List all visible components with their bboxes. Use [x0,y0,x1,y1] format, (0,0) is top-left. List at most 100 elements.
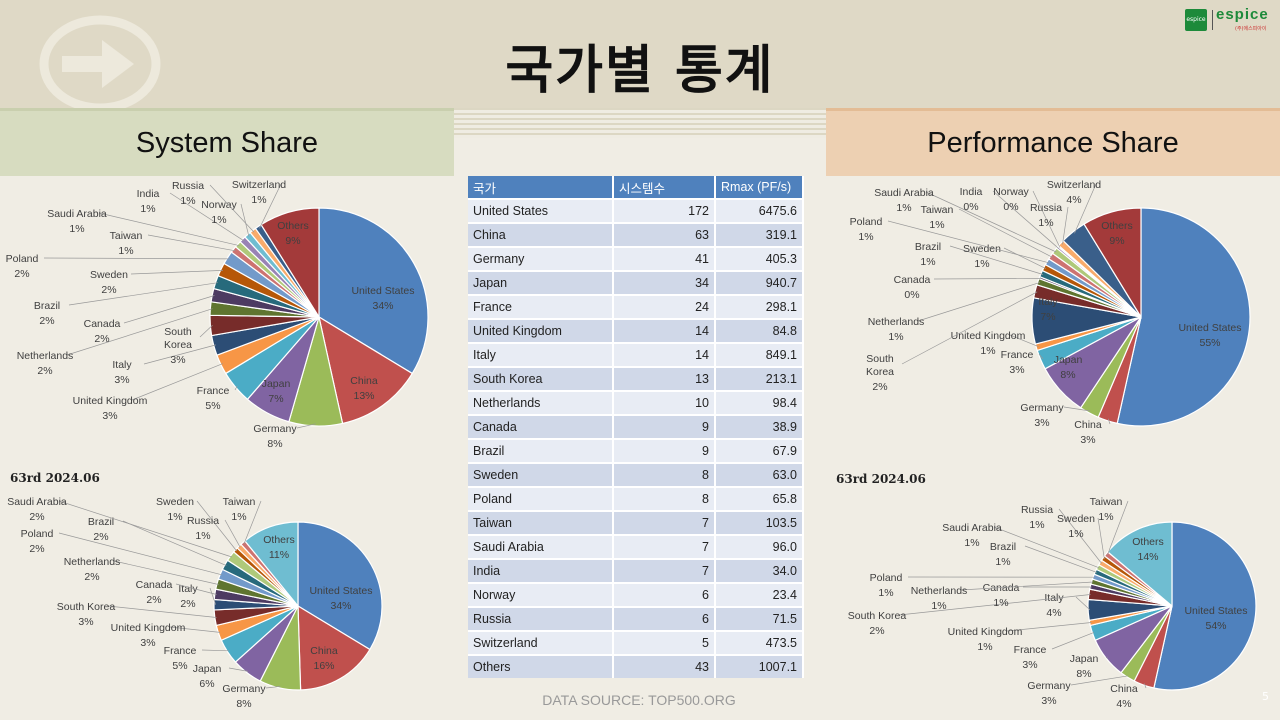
pie-label-switzerland: Switzerland 4% [1047,179,1101,206]
table-cell-rmax: 63.0 [715,462,804,487]
leader-line-brazil [949,245,1044,275]
table-cell-country: Japan [468,270,614,295]
pie-label-france: France 3% [1001,349,1034,376]
pie-label-sweden: Sweden 1% [963,243,1001,270]
table-cell-country: Poland [468,486,614,511]
table-row: Canada 9 38.9 [468,414,804,439]
leader-line-united-kingdom [169,626,221,633]
pie-label-france: France 5% [197,385,230,412]
leader-line-russia [209,184,255,233]
leader-line-france [1051,632,1095,650]
pie-label-japan: Japan 6% [193,663,222,690]
system-share-63rd-chart: United States 34% China 16% Germany 8%Japan 6%… [7,496,383,710]
table-cell-rmax: 23.4 [715,582,804,607]
period-label-left: 63rd 2024.06 [10,471,100,485]
pie-label-japan: Japan 7% [262,378,291,405]
table-row: Norway 6 23.4 [468,582,804,607]
pie-label-united-kingdom: United Kingdom 3% [111,622,186,649]
table-cell-rmax: 6475.6 [715,198,804,223]
leader-line-brazil [68,282,218,306]
leader-line-united-kingdom [1009,334,1039,347]
pie-label-china: China 3% [1074,419,1102,446]
pie-label-south-korea: South Korea 2% [866,353,894,393]
leader-line-russia [1062,206,1069,245]
table-row: Saudi Arabia 7 96.0 [468,534,804,559]
table-row: Netherlands 10 98.4 [468,390,804,415]
table-header-country: 국가 [468,176,614,199]
pie-label-saudi-arabia: Saudi Arabia 1% [874,187,934,214]
pie-label-germany: Germany 8% [253,423,297,450]
table-header-row: 국가 시스템수 Rmax (PF/s) [468,176,804,199]
table-cell-country: India [468,558,614,583]
pie-label-norway: Norway 0% [993,186,1029,213]
table-cell-systems: 9 [613,438,716,463]
logo-mark: espice [1185,9,1207,31]
table-cell-systems: 7 [613,558,716,583]
table-body: United States 172 6475.6 China 63 319.1 German… [468,198,804,678]
pie-label-united-states: United States 34% [309,585,372,612]
pie-label-switzerland: Switzerland 1% [232,179,286,206]
table-cell-systems: 13 [613,366,716,391]
table-cell-systems: 6 [613,582,716,607]
page-number: 5 [1262,690,1269,703]
table-cell-country: United Kingdom [468,318,614,343]
table-row: Poland 8 65.8 [468,486,804,511]
table-cell-country: South Korea [468,366,614,391]
leader-line-netherlands [917,282,1041,322]
pie-label-others: Others 9% [1101,220,1133,247]
period-label-right: 63rd 2024.06 [836,472,926,486]
pie-label-taiwan: Taiwan 1% [1090,496,1123,523]
pie-label-south-korea: South Korea 2% [848,610,907,637]
table-cell-country: Russia [468,606,614,631]
performance-share-63rd-chart: United States 54% China 4% Germany 3%Japan 8% F… [848,496,1257,710]
leader-line-saudi-arabia [993,526,1100,569]
leader-line-saudi-arabia [925,191,1057,253]
performance-share-current-chart: United States 55% China 3% Germany 3% Japan 8% F… [850,179,1251,446]
pie-label-netherlands: Netherlands 2% [17,350,74,377]
pie-label-poland: Poland 2% [6,253,39,280]
pie-label-others: Others 14% [1132,536,1164,563]
leader-line-south-korea [107,605,217,618]
pie-label-canada: Canada 2% [84,318,121,345]
system-share-title: System Share [135,127,319,159]
table-cell-rmax: 405.3 [715,246,804,271]
table-cell-rmax: 940.7 [715,270,804,295]
leader-line-italy [1075,596,1091,611]
table-cell-rmax: 103.5 [715,510,804,535]
table-cell-rmax: 71.5 [715,606,804,631]
pie-slice-others [1083,207,1142,320]
leader-line-germany [296,423,316,429]
pie-label-germany: Germany 3% [1027,680,1071,707]
pie-label-india: India 0% [960,186,983,213]
pie-label-poland: Poland 2% [21,528,54,555]
leader-line-india [992,190,1060,249]
leader-line-norway [240,203,250,237]
leader-line-france [1038,353,1044,360]
leader-line-united-kingdom [131,363,224,401]
pie-label-united-states: United States 34% [351,285,414,312]
table-header-systems: 시스템수 [613,176,716,199]
table-cell-rmax: 849.1 [715,342,804,367]
table-row: India 7 34.0 [468,558,804,583]
leader-line-switzerland [259,183,282,229]
espice-logo: espice espice (주)에스피아이 [1185,6,1273,32]
leader-line-canada [175,583,217,595]
table-row: Others 43 1007.1 [468,654,804,678]
leader-line-south-korea [901,291,1038,365]
pie-label-saudi-arabia: Saudi Arabia 2% [7,496,67,523]
table-cell-country: Germany [468,246,614,271]
table-row: United States 172 6475.6 [468,198,804,223]
pie-label-poland: Poland 1% [870,572,903,599]
table-header-rmax: Rmax (PF/s) [715,176,804,199]
leader-line-united-kingdom [1006,622,1092,632]
leader-line-germany [265,686,281,689]
leader-line-south-korea [898,594,1091,616]
leader-line-brazil [1024,545,1097,573]
leader-line-canada [933,278,1042,280]
table-cell-country: Canada [468,414,614,439]
pie-label-norway: Norway 1% [201,199,237,226]
pie-label-brazil: Brazil 2% [88,516,114,543]
table-cell-systems: 8 [613,486,716,511]
pie-label-united-states: United States 54% [1184,605,1247,632]
leader-line-sweden [130,270,223,275]
